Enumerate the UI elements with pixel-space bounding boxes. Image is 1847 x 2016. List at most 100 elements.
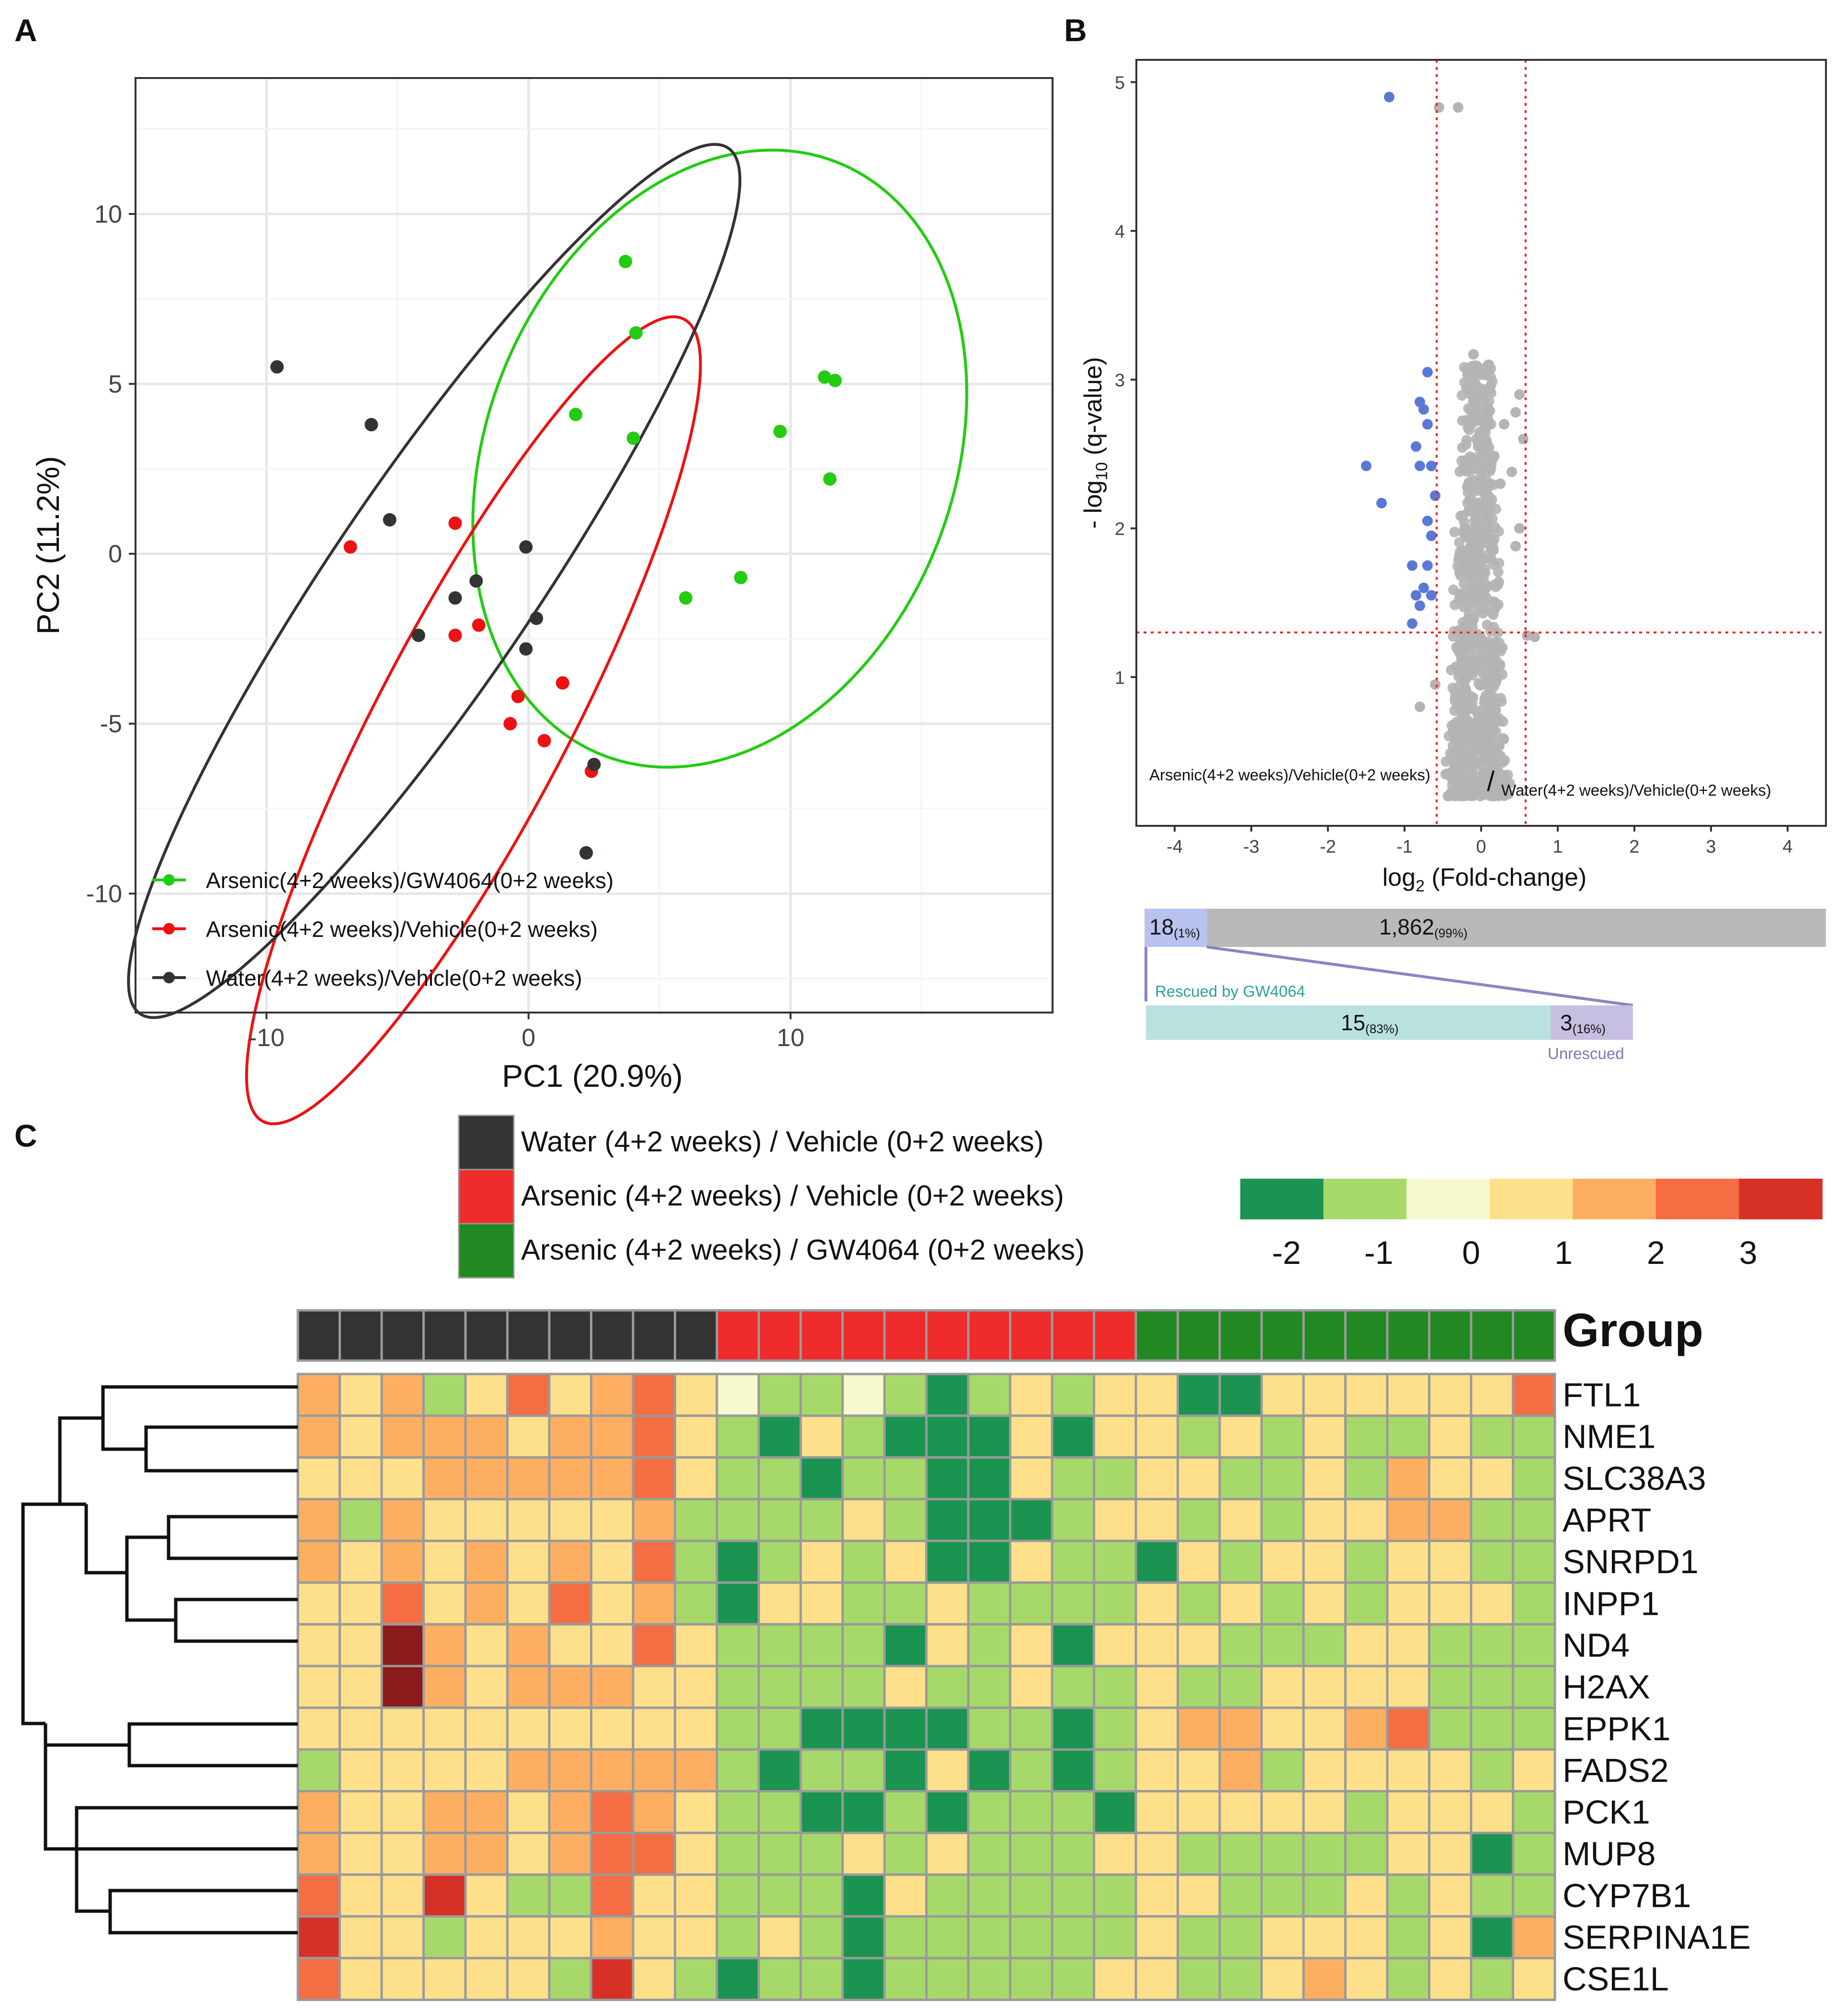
pca-point: [773, 425, 787, 439]
volcano-point-ns: [1499, 419, 1509, 430]
heatmap-cell: [339, 1790, 383, 1835]
heatmap-cell: [1344, 1581, 1389, 1626]
volcano-point-ns: [1498, 790, 1509, 801]
pca-point: [383, 513, 397, 527]
volcano-point-significant: [1422, 419, 1433, 430]
pca-point: [511, 689, 525, 703]
heatmap-cell: [925, 1581, 970, 1626]
heatmap-cell: [422, 1957, 467, 2001]
heatmap-cell: [1470, 1873, 1514, 1918]
heatmap-cell: [1428, 1540, 1473, 1584]
heatmap-cell: [506, 1373, 551, 1417]
heatmap-cell: [590, 1540, 635, 1584]
heatmap-cell: [1512, 1456, 1556, 1500]
heatmap-cell: [339, 1540, 383, 1584]
volcano-y-axis: 1 2 3 4 5: [1115, 73, 1136, 688]
heatmap-cell: [1302, 1623, 1347, 1667]
heatmap-cell: [1177, 1706, 1221, 1751]
volcano-point-ns: [1454, 588, 1465, 599]
volcano-point-ns: [1448, 631, 1459, 642]
panel-label-b: B: [1064, 12, 1087, 48]
heatmap-cell: [1302, 1832, 1347, 1876]
heatmap-cell: [548, 1665, 592, 1709]
heatmap-cell: [1470, 1790, 1514, 1835]
volcano-point-ns: [1510, 407, 1521, 418]
heatmap-cell: [1218, 1581, 1263, 1626]
heatmap-cell: [296, 1748, 341, 1793]
heatmap-cell: [1134, 1581, 1179, 1626]
pca-legend: Arsenic(4+2 weeks)/GW4064(0+2 weeks) Arse…: [152, 868, 613, 991]
row-label-aprt: APRT: [1563, 1501, 1651, 1539]
heatmap-cell: [1218, 1623, 1263, 1667]
heatmap-cell: [883, 1414, 928, 1459]
heatmap-cell: [1512, 1540, 1556, 1584]
row-label-inpp1: INPP1: [1563, 1585, 1659, 1622]
heatmap-cell: [715, 1623, 760, 1667]
heatmap-cell: [674, 1498, 718, 1543]
heatmap-cell: [1302, 1790, 1347, 1835]
pca-point: [828, 373, 842, 387]
heatmap-cell: [1470, 1748, 1514, 1793]
pca-y-tick-label: -5: [100, 710, 122, 738]
heatmap-cell: [715, 1748, 760, 1793]
volcano-point-significant: [1426, 590, 1437, 601]
heatmap-cell: [296, 1873, 341, 1918]
heatmap-cell: [296, 1540, 341, 1584]
heatmap-cell: [296, 1832, 341, 1876]
volcano-point-ns: [1468, 665, 1479, 676]
heatmap-cell: [1218, 1414, 1263, 1459]
volcano-annotation-right: Water(4+2 weeks)/Vehicle(0+2 weeks): [1501, 781, 1771, 799]
heatmap-cell: [590, 1957, 635, 2001]
heatmap-cell: [422, 1706, 467, 1751]
heatmap-cell: [1051, 1540, 1095, 1584]
annotation-cell: [422, 1309, 467, 1362]
heatmap-cell: [296, 1498, 341, 1543]
heatmap-cell: [1428, 1915, 1473, 1960]
volcano-point-ns: [1461, 671, 1472, 682]
volcano-point-ns: [1454, 537, 1465, 548]
heatmap-cell: [464, 1873, 509, 1918]
heatmap-cell: [1177, 1957, 1221, 2001]
volcano-point-significant: [1418, 404, 1429, 415]
summary-rescued-value: 15(83%): [1341, 1010, 1399, 1036]
heatmap-cell: [799, 1373, 844, 1417]
heatmap-group-legend: Water (4+2 weeks) / Vehicle (0+2 weeks) A…: [458, 1115, 1085, 1279]
pca-point: [270, 360, 284, 374]
heatmap-cell: [632, 1498, 676, 1543]
volcano-point-ns: [1494, 637, 1505, 648]
annotation-cell: [1218, 1309, 1263, 1362]
heatmap-cell: [339, 1748, 383, 1793]
pca-point: [734, 571, 748, 585]
pca-point: [679, 591, 692, 605]
heatmap-cell: [841, 1957, 886, 2001]
volcano-y-tick-label: 3: [1115, 371, 1125, 391]
heatmap-cell: [841, 1873, 886, 1918]
volcano-x-tick-label: 3: [1706, 837, 1716, 857]
heatmap-cell: [883, 1456, 928, 1500]
heatmap-cell: [1177, 1832, 1221, 1876]
volcano-point-significant: [1422, 516, 1433, 527]
heatmap-cell: [799, 1832, 844, 1876]
heatmap-cell: [1218, 1373, 1263, 1417]
heatmap-cell: [632, 1706, 676, 1751]
summary-bar-nonsignificant: [1207, 909, 1826, 947]
heatmap-cell: [1512, 1832, 1556, 1876]
volcano-point-significant: [1415, 600, 1425, 611]
heatmap-cell: [1134, 1540, 1179, 1584]
volcano-point-ns: [1485, 497, 1496, 508]
heatmap-cell: [758, 1498, 802, 1543]
volcano-x-axis-title: log2 (Fold-change): [1382, 864, 1586, 895]
heatmap-cell: [883, 1665, 928, 1709]
heatmap-cell: [296, 1915, 341, 1960]
heatmap-cell: [548, 1498, 592, 1543]
heatmap-cell: [1260, 1665, 1305, 1709]
annotation-cell: [674, 1309, 718, 1362]
heatmap-cell: [1093, 1498, 1137, 1543]
heatmap-cell: [422, 1540, 467, 1584]
row-label-mup8: MUP8: [1563, 1835, 1655, 1872]
heatmap-cell: [1134, 1623, 1179, 1667]
heatmap-cell: [632, 1456, 676, 1500]
pca-point: [364, 418, 378, 432]
annotation-cell: [548, 1309, 592, 1362]
heatmap-cell: [674, 1873, 718, 1918]
